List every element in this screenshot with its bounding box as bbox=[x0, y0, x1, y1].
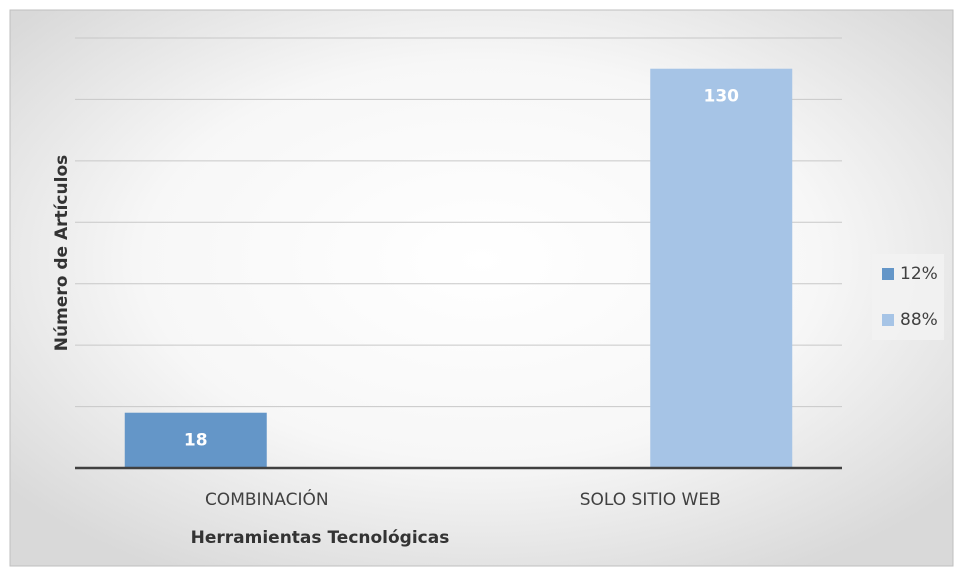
chart-background bbox=[9, 9, 954, 567]
bar bbox=[124, 412, 267, 468]
y-axis-title: Número de Artículos bbox=[52, 155, 72, 351]
bar bbox=[650, 68, 793, 468]
legend-swatch bbox=[882, 268, 894, 280]
x-tick-label: SOLO SITIO WEB bbox=[580, 490, 721, 510]
x-tick-label: COMBINACIÓN bbox=[205, 488, 329, 510]
legend-label: 12% bbox=[900, 264, 938, 284]
legend-label: 88% bbox=[900, 310, 938, 330]
data-label: 18 bbox=[184, 431, 208, 451]
legend-swatch bbox=[882, 314, 894, 326]
data-label: 130 bbox=[704, 87, 740, 107]
x-axis-title: Herramientas Tecnológicas bbox=[191, 528, 450, 548]
